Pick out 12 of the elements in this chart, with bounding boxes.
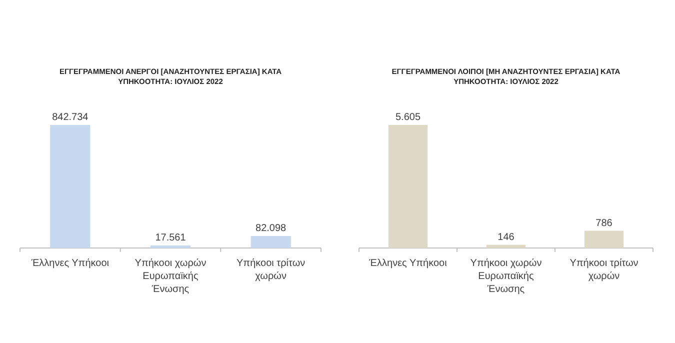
data-label: 82.098 (256, 223, 287, 234)
x-tick-label: Υπήκοοι τρίτων χωρών (570, 258, 638, 282)
data-label: 842.734 (52, 112, 89, 123)
data-label: 17.561 (155, 232, 186, 244)
data-label: 786 (596, 218, 613, 229)
x-tick-label: Υπήκοοι χωρών Ευρωπαϊκής Ένωσης (470, 258, 542, 295)
x-tick-label: Έλληνες Υπήκοοι (368, 258, 447, 269)
x-tick-label: Έλληνες Υπήκοοι (30, 258, 109, 269)
x-tick-label: Υπήκοοι τρίτων χωρών (236, 258, 306, 282)
data-label: 5.605 (395, 112, 421, 123)
data-label: 146 (498, 232, 515, 243)
x-tick-label: Υπήκοοι χωρών Ευρωπαϊκής Ένωσης (134, 258, 206, 295)
